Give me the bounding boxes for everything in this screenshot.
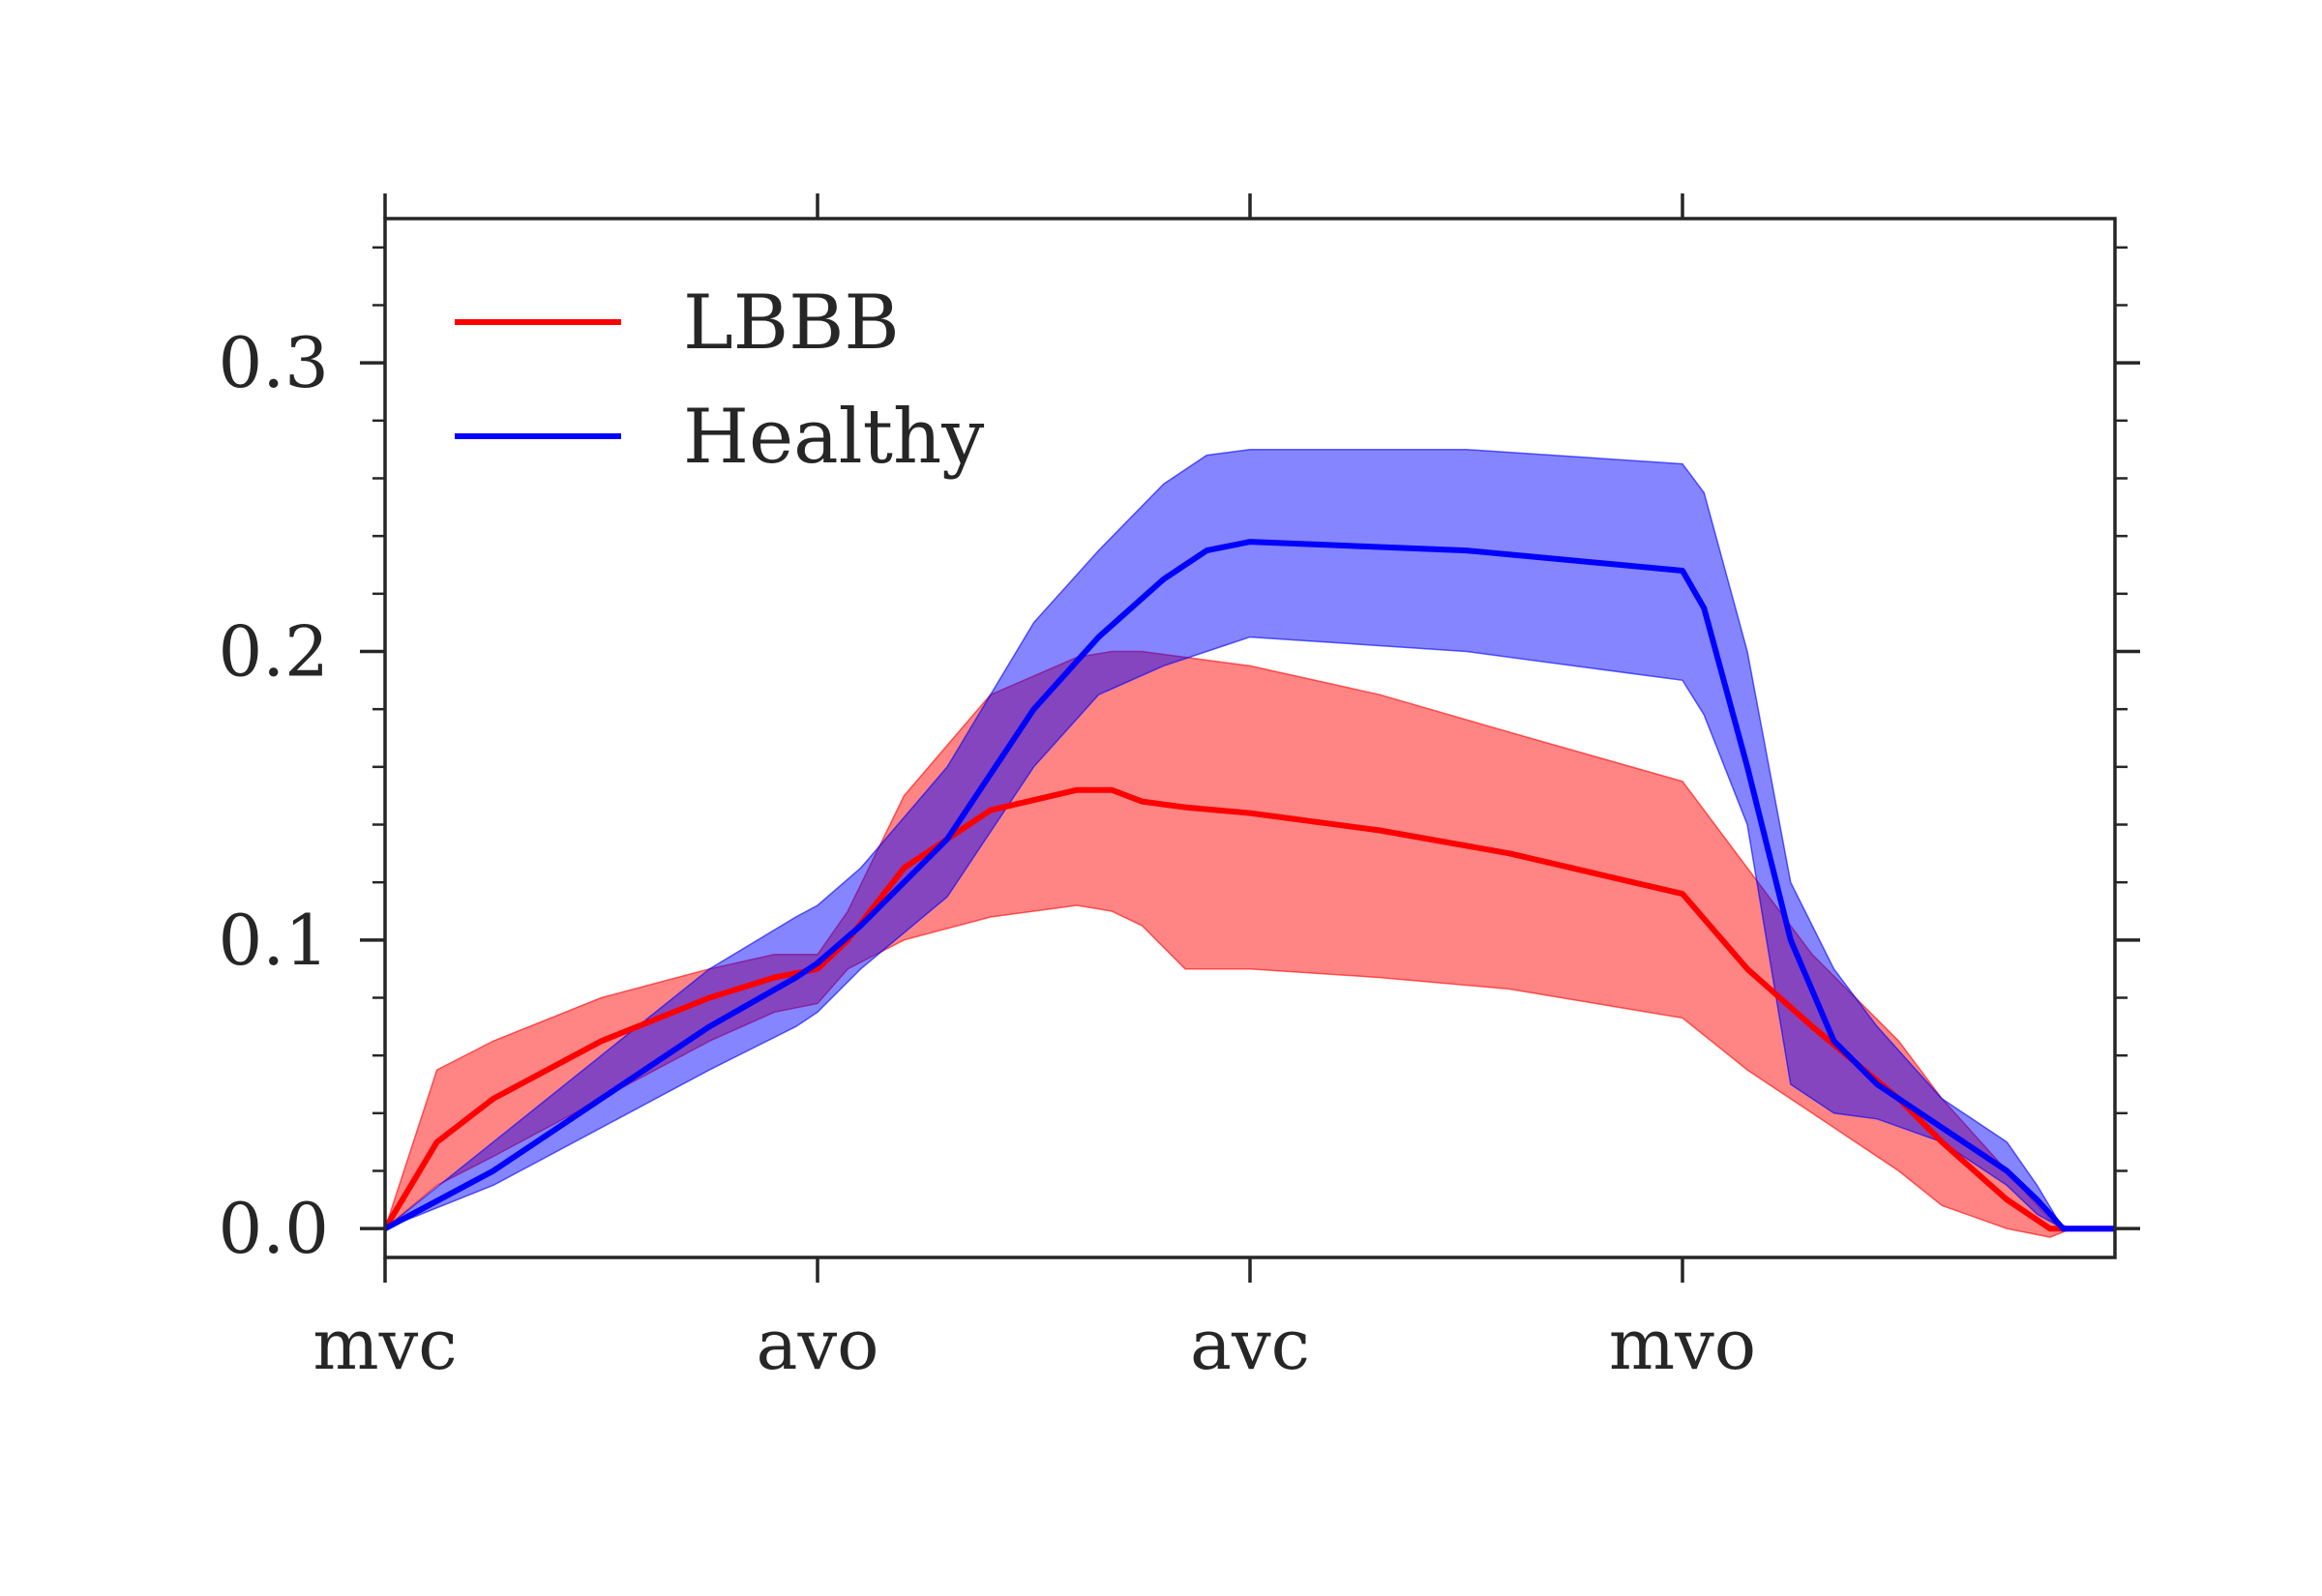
legend: LBBB Healthy [455, 280, 984, 481]
legend-label-lbbb: LBBB [683, 280, 900, 367]
line-healthy [385, 539, 2115, 1232]
legend-label-healthy: Healthy [683, 394, 984, 481]
x-tick-label: mvc [313, 1304, 457, 1385]
line-lbbb [385, 786, 2115, 1232]
plot-area [385, 448, 2115, 1238]
band-healthy [385, 448, 2115, 1229]
y-tick-label: 0.2 [218, 611, 329, 693]
band-lbbb [385, 650, 2115, 1238]
axes: mvc avo avc mvo 0.0 0.1 0.2 0.3 [218, 193, 2140, 1385]
x-tick-label: avo [757, 1304, 879, 1385]
x-tick-label: mvo [1609, 1304, 1756, 1385]
x-tick-label: avc [1190, 1304, 1310, 1385]
y-tick-label: 0.1 [218, 900, 329, 981]
y-tick-label: 0.3 [218, 322, 329, 403]
y-tick-label: 0.0 [218, 1188, 329, 1269]
